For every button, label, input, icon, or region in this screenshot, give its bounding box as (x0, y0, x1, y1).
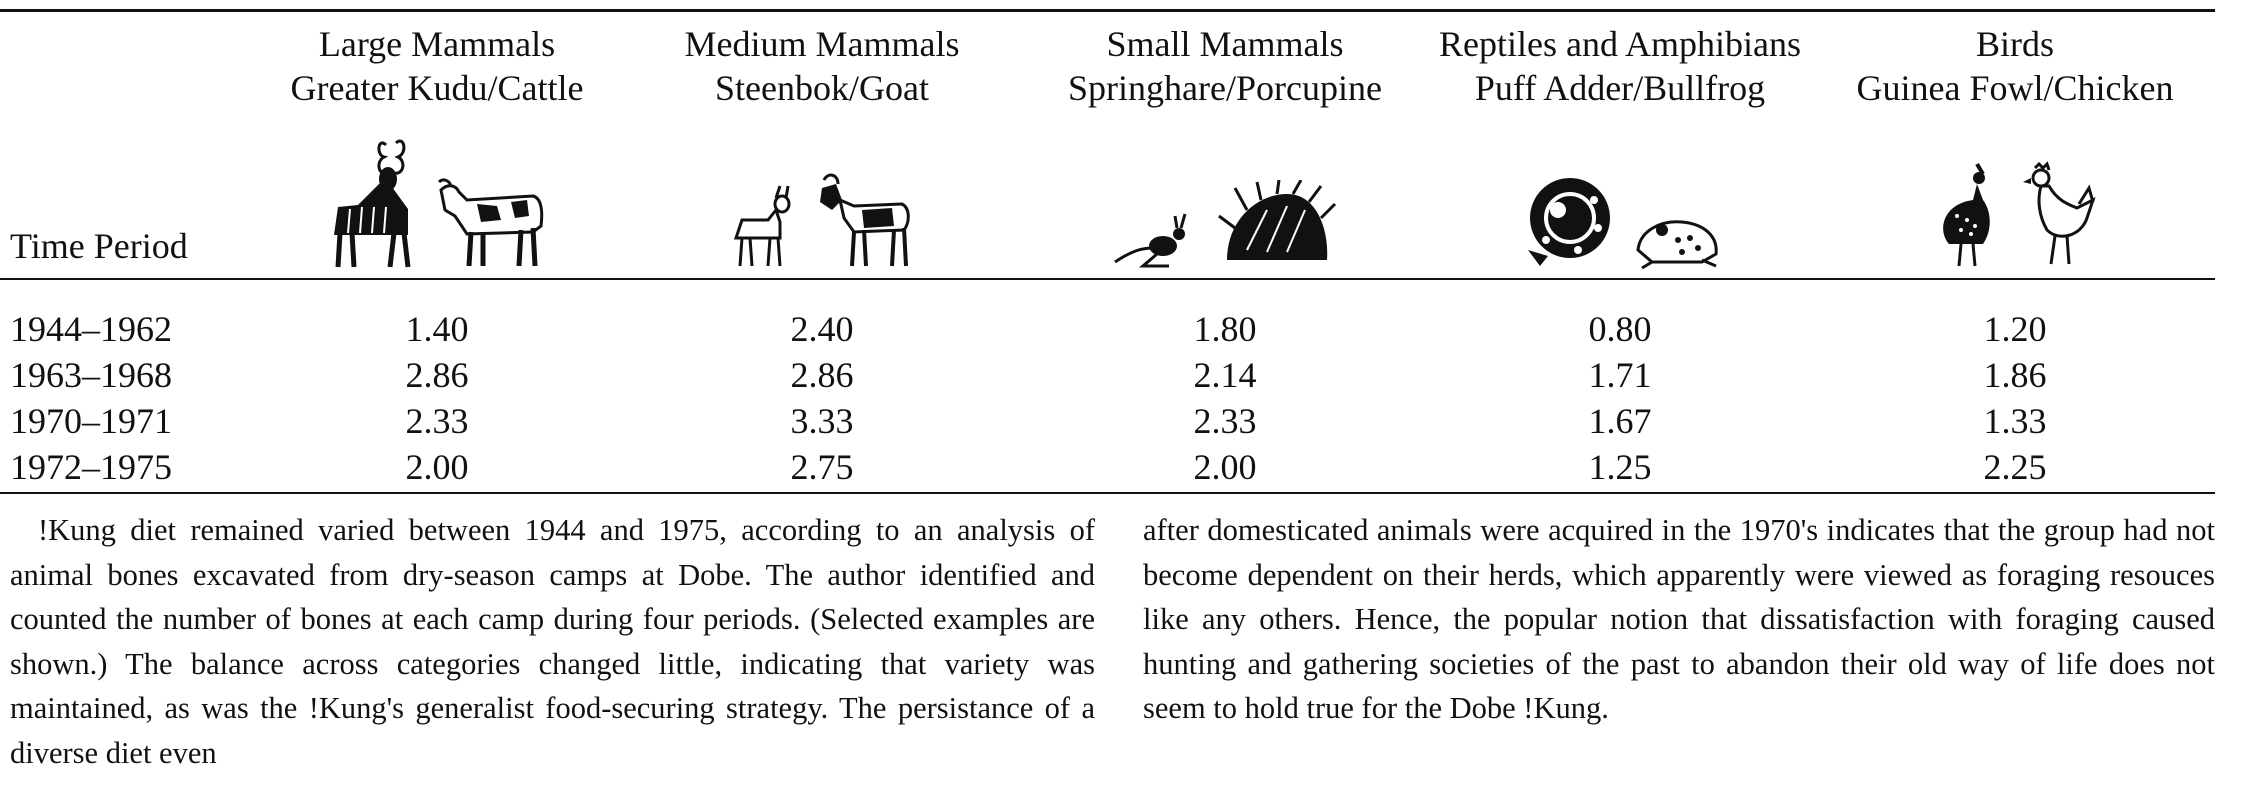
period-cell: 1963–1968 (10, 355, 172, 395)
value-cell: 1.25 (1588, 447, 1652, 487)
value-cell: 1.33 (1983, 401, 2047, 441)
header-birds: Birds Guinea Fowl/Chicken (1815, 22, 2215, 110)
table-row: 1970–1971 2.33 3.33 2.33 1.67 1.33 (0, 398, 2266, 444)
header-rule (0, 278, 2215, 280)
top-rule (0, 9, 2215, 12)
header-reptiles-amphibians: Reptiles and Amphibians Puff Adder/Bullf… (1420, 22, 1820, 110)
category-examples: Steenbok/Goat (715, 68, 929, 108)
table-row: 1963–1968 2.86 2.86 2.14 1.71 1.86 (0, 352, 2266, 398)
value-cell: 3.33 (790, 401, 854, 441)
category-examples: Springhare/Porcupine (1068, 68, 1382, 108)
cattle-icon (437, 178, 543, 267)
value-cell: 0.80 (1588, 309, 1652, 349)
springhare-icon (1114, 213, 1187, 268)
category-title: Medium Mammals (684, 24, 960, 64)
category-examples: Guinea Fowl/Chicken (1856, 68, 2174, 108)
value-cell: 2.40 (790, 309, 854, 349)
guinea-fowl-icon (1943, 162, 1990, 267)
caption-left-column: !Kung diet remained varied between 1944 … (10, 513, 1095, 770)
value-cell: 2.75 (790, 447, 854, 487)
value-cell: 2.33 (1193, 401, 1257, 441)
period-cell: 1970–1971 (10, 401, 172, 441)
category-title: Large Mammals (318, 24, 556, 64)
table-row: 1944–1962 1.40 2.40 1.80 0.80 1.20 (0, 306, 2266, 352)
value-cell: 2.00 (1193, 447, 1257, 487)
header-large-mammals: Large Mammals Greater Kudu/Cattle (237, 22, 637, 110)
goat-icon (820, 173, 910, 267)
table-bottom-rule (0, 492, 2215, 494)
steenbok-icon (733, 185, 791, 267)
time-period-label: Time Period (10, 226, 188, 266)
puff-adder-icon (1528, 178, 1610, 266)
category-title: Birds (1975, 24, 2054, 64)
caption-right-column: after domesticated animals were acquired… (1143, 513, 2215, 725)
value-cell: 2.25 (1983, 447, 2047, 487)
chicken-icon (2023, 161, 2096, 265)
bullfrog-icon (1636, 220, 1718, 270)
large-mammals-illustration (237, 120, 637, 270)
table-row: 1972–1975 2.00 2.75 2.00 1.25 2.25 (0, 444, 2266, 490)
value-cell: 2.86 (405, 355, 469, 395)
medium-mammals-illustration (622, 120, 1022, 270)
header-small-mammals: Small Mammals Springhare/Porcupine (1025, 22, 1425, 110)
porcupine-icon (1218, 180, 1337, 260)
category-title: Small Mammals (1106, 24, 1344, 64)
value-cell: 1.67 (1588, 401, 1652, 441)
small-mammals-illustration (1025, 120, 1425, 270)
period-cell: 1944–1962 (10, 309, 172, 349)
value-cell: 2.14 (1193, 355, 1257, 395)
value-cell: 1.80 (1193, 309, 1257, 349)
value-cell: 1.40 (405, 309, 469, 349)
category-title: Reptiles and Amphibians (1439, 24, 1801, 64)
birds-illustration (1815, 120, 2215, 270)
value-cell: 1.86 (1983, 355, 2047, 395)
period-cell: 1972–1975 (10, 447, 172, 487)
value-cell: 2.00 (405, 447, 469, 487)
value-cell: 1.71 (1588, 355, 1652, 395)
kudu-icon (333, 139, 410, 268)
value-cell: 2.33 (405, 401, 469, 441)
category-examples: Puff Adder/Bullfrog (1474, 68, 1766, 108)
value-cell: 1.20 (1983, 309, 2047, 349)
category-examples: Greater Kudu/Cattle (290, 68, 584, 108)
value-cell: 2.86 (790, 355, 854, 395)
reptiles-amphibians-illustration (1420, 120, 1820, 270)
header-medium-mammals: Medium Mammals Steenbok/Goat (622, 22, 1022, 110)
